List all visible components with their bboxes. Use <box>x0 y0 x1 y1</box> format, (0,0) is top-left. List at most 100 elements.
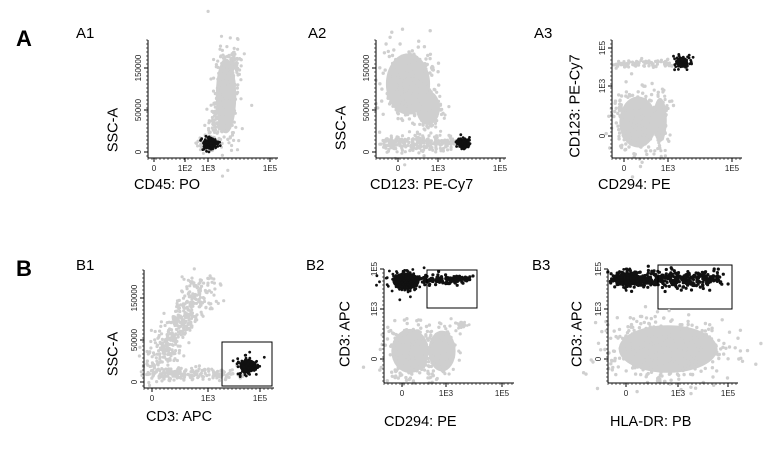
x-tick-label: 1E3 <box>201 394 216 403</box>
axes-layer: 0 1E3 1E5 150000 50000 0 <box>362 39 508 173</box>
y-axis-label: CD3: APC <box>569 300 586 368</box>
x-tick-label: 1E3 <box>661 164 676 173</box>
y-tick-label: 1E5 <box>598 40 607 55</box>
x-tick-label: 0 <box>396 164 401 173</box>
y-tick-label: 150000 <box>362 54 371 81</box>
y-tick-label: 0 <box>134 149 143 154</box>
x-tick-label: 1E5 <box>495 389 510 398</box>
gated-population <box>672 53 695 72</box>
grey-population <box>403 81 451 136</box>
x-axis-label: CD123: PE-Cy7 <box>370 177 474 193</box>
gate-rectangle <box>657 264 733 310</box>
x-tick-label: 1E2 <box>178 164 193 173</box>
y-tick-label: 150000 <box>130 284 139 311</box>
grey-population <box>646 87 672 160</box>
plot-a3: 0 1E3 1E5 1E5 1E3 0 <box>598 39 742 179</box>
y-axis-label: SSC-A <box>105 331 122 377</box>
population-layer <box>361 266 478 386</box>
axes-layer: 0 1E3 1E5 1E5 1E3 0 <box>594 261 738 398</box>
gated-population <box>612 267 650 292</box>
x-tick-label: 1E3 <box>671 389 686 398</box>
x-tick-label: 0 <box>624 389 629 398</box>
gate-rectangle <box>221 341 273 387</box>
gated-population <box>199 134 222 154</box>
population-layer <box>581 264 763 396</box>
y-tick-label: 50000 <box>362 98 371 121</box>
y-tick-label: 0 <box>594 356 603 361</box>
grey-population <box>203 46 246 145</box>
plot-a2: 0 1E3 1E5 150000 50000 0 <box>362 27 508 173</box>
y-tick-label: 0 <box>362 149 371 154</box>
x-tick-label: 1E3 <box>439 389 454 398</box>
y-tick-label: 50000 <box>130 328 139 351</box>
x-axis-label: CD294: PE <box>384 414 457 430</box>
figure: A B A1 0 1E2 1E3 1E5 150000 50000 0 CD45: PO S… <box>16 9 769 430</box>
x-tick-label: 1E5 <box>263 164 278 173</box>
grey-population <box>137 267 226 387</box>
grey-population <box>416 317 462 382</box>
y-tick-label: 1E5 <box>594 261 603 276</box>
y-tick-label: 1E3 <box>594 301 603 316</box>
axes-layer: 0 1E3 1E5 1E5 1E3 0 <box>370 261 514 398</box>
y-tick-label: 1E5 <box>370 261 379 276</box>
grey-population <box>581 305 763 396</box>
x-axis-label: HLA-DR: PB <box>610 414 692 430</box>
y-tick-label: 50000 <box>134 98 143 121</box>
panel-label: B1 <box>76 257 95 274</box>
y-tick-label: 0 <box>598 133 607 138</box>
y-tick-label: 0 <box>370 356 379 361</box>
axes-layer: 0 1E2 1E3 1E5 150000 50000 0 <box>134 39 278 173</box>
panel-b3: B3 0 1E3 1E5 1E5 1E3 0 HLA-DR: PB CD3: APC <box>532 252 769 467</box>
panel-a3: A3 0 1E3 1E5 1E5 1E3 0 CD294: PE CD123: PE-Cy… <box>532 22 769 237</box>
x-axis-label: CD294: PE <box>598 177 671 193</box>
x-tick-label: 1E3 <box>201 164 216 173</box>
y-axis-label: SSC-A <box>333 105 350 151</box>
x-axis-label: CD45: PO <box>134 177 201 193</box>
panel-b2: B2 0 1E3 1E5 1E5 1E3 0 CD294: PE CD3: APC <box>306 252 546 467</box>
gated-population <box>375 266 428 302</box>
population-layer <box>137 267 273 387</box>
gate-rectangle <box>426 269 478 309</box>
panel-b1: B1 0 1E3 1E5 150000 50000 0 CD3: APC SSC-A <box>76 252 316 467</box>
row-label-b: B <box>16 256 32 281</box>
x-tick-label: 1E3 <box>431 164 446 173</box>
grey-population <box>206 9 254 178</box>
x-tick-label: 1E5 <box>493 164 508 173</box>
y-axis-label: CD3: APC <box>337 300 354 368</box>
grey-population <box>374 27 443 146</box>
row-label-a: A <box>16 26 32 51</box>
y-tick-label: 0 <box>130 379 139 384</box>
panel-label: B3 <box>532 257 551 274</box>
plot-b3: 0 1E3 1E5 1E5 1E3 0 <box>581 261 763 398</box>
plot-a1: 0 1E2 1E3 1E5 150000 50000 0 <box>134 9 278 178</box>
panel-label: A3 <box>534 25 553 42</box>
x-axis-label: CD3: APC <box>146 409 213 425</box>
grey-population <box>361 317 441 386</box>
population-layer <box>374 27 472 167</box>
x-tick-label: 0 <box>152 164 157 173</box>
axes-layer: 0 1E3 1E5 1E5 1E3 0 <box>598 39 742 173</box>
y-axis-label: CD123: PE-Cy7 <box>567 54 584 158</box>
axes-layer: 0 1E3 1E5 150000 50000 0 <box>130 269 274 403</box>
y-tick-label: 1E3 <box>598 78 607 93</box>
x-tick-label: 1E5 <box>721 389 736 398</box>
panel-label: B2 <box>306 257 325 274</box>
gated-population <box>420 269 475 287</box>
x-tick-label: 0 <box>150 394 155 403</box>
population-layer <box>604 53 695 179</box>
y-tick-label: 1E3 <box>370 301 379 316</box>
y-axis-label: SSC-A <box>105 107 122 153</box>
panel-a1: A1 0 1E2 1E3 1E5 150000 50000 0 CD45: PO SSC-A <box>70 9 310 237</box>
y-tick-label: 150000 <box>134 54 143 81</box>
gated-population <box>231 350 266 378</box>
x-tick-label: 0 <box>622 164 627 173</box>
plot-b2: 0 1E3 1E5 1E5 1E3 0 <box>361 261 514 398</box>
x-tick-label: 0 <box>400 389 405 398</box>
grey-population <box>145 363 249 385</box>
grey-population <box>604 72 676 179</box>
panel-label: A1 <box>76 25 95 42</box>
grey-population <box>612 56 674 70</box>
gated-population <box>454 133 472 151</box>
x-tick-label: 1E5 <box>253 394 268 403</box>
panel-a2: A2 0 1E3 1E5 150000 50000 0 CD123: PE-Cy7 SSC… <box>306 22 546 237</box>
